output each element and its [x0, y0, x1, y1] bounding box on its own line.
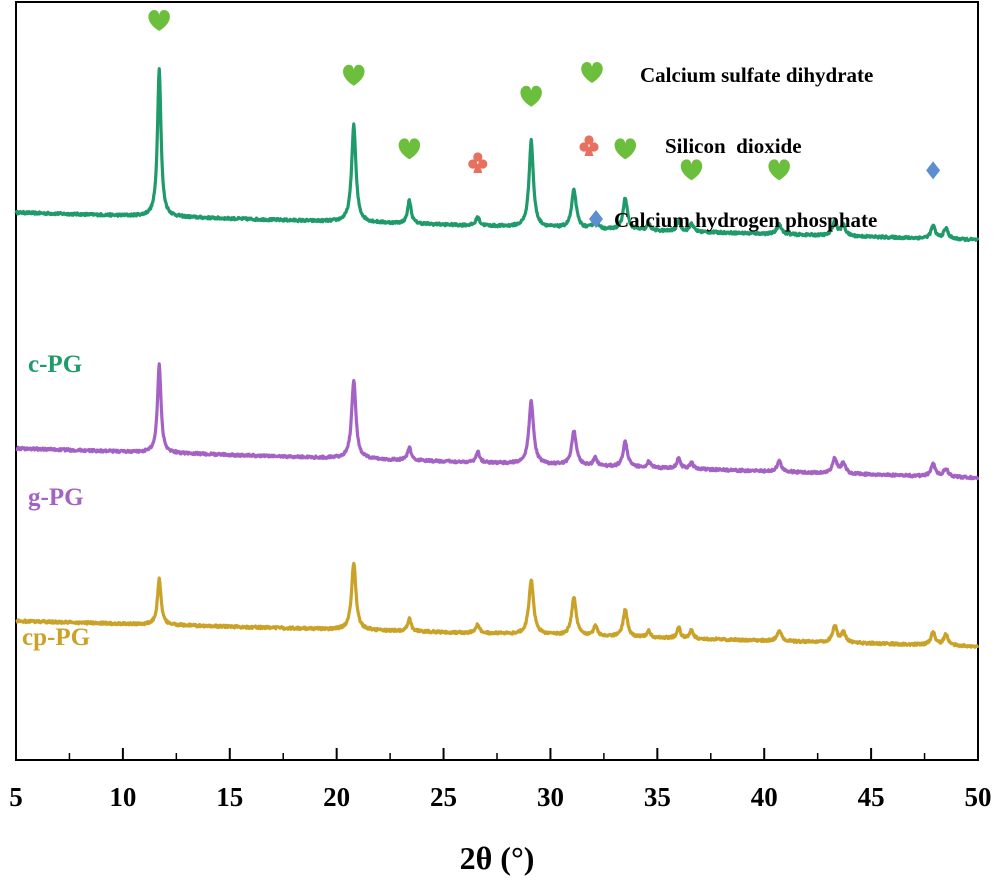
- legend-club-icon: [579, 135, 599, 156]
- heart-marker-icon: [680, 159, 703, 181]
- x-tick-label: 20: [323, 782, 350, 812]
- legend-entry-silicon-dioxide: Silicon dioxide: [579, 134, 802, 158]
- series-group: [14, 67, 980, 649]
- series-label-c-pg: c-PG: [28, 351, 82, 378]
- series-line-c-pg: [14, 67, 980, 243]
- x-tick-label: 15: [216, 782, 243, 812]
- club-marker-icon: [468, 152, 488, 173]
- x-tick-label: 30: [537, 782, 564, 812]
- x-tick-label: 45: [858, 782, 885, 812]
- heart-marker-icon: [343, 64, 365, 86]
- x-tick-label: 10: [109, 782, 136, 812]
- x-axis: 5 10 15 20 25 30 35 40 45 50: [9, 748, 992, 812]
- diamond-marker-icon: [926, 161, 941, 180]
- legend-entry-calcium-sulfate: Calcium sulfate dihydrate: [581, 62, 873, 87]
- x-tick-label: 50: [965, 782, 992, 812]
- heart-marker-icon: [614, 138, 637, 160]
- legend-label-calcium-sulfate: Calcium sulfate dihydrate: [640, 63, 873, 87]
- legend-entry-calcium-phosphate: Calcium hydrogen phosphate: [589, 208, 877, 232]
- legend-label-calcium-phosphate: Calcium hydrogen phosphate: [614, 208, 877, 232]
- x-tick-label: 5: [9, 782, 23, 812]
- heart-marker-icon: [768, 159, 790, 181]
- x-tick-label: 40: [751, 782, 778, 812]
- legend-heart-icon: [581, 62, 603, 83]
- series-label-g-pg: g-PG: [28, 484, 84, 511]
- legend: Calcium sulfate dihydrate Silicon dioxid…: [579, 62, 877, 232]
- x-tick-label: 35: [644, 782, 671, 812]
- legend-label-silicon-dioxide: Silicon dioxide: [665, 134, 802, 158]
- series-line-g-pg: [14, 362, 980, 481]
- peak-marker-group: [148, 10, 941, 181]
- heart-marker-icon: [148, 10, 170, 31]
- x-axis-title: 2θ (°): [460, 840, 535, 876]
- heart-marker-icon: [398, 138, 421, 160]
- x-tick-label: 25: [430, 782, 457, 812]
- heart-marker-icon: [520, 85, 542, 107]
- series-line-cp-pg: [14, 561, 980, 649]
- legend-diamond-icon: [589, 210, 603, 228]
- series-label-cp-pg: cp-PG: [22, 624, 90, 651]
